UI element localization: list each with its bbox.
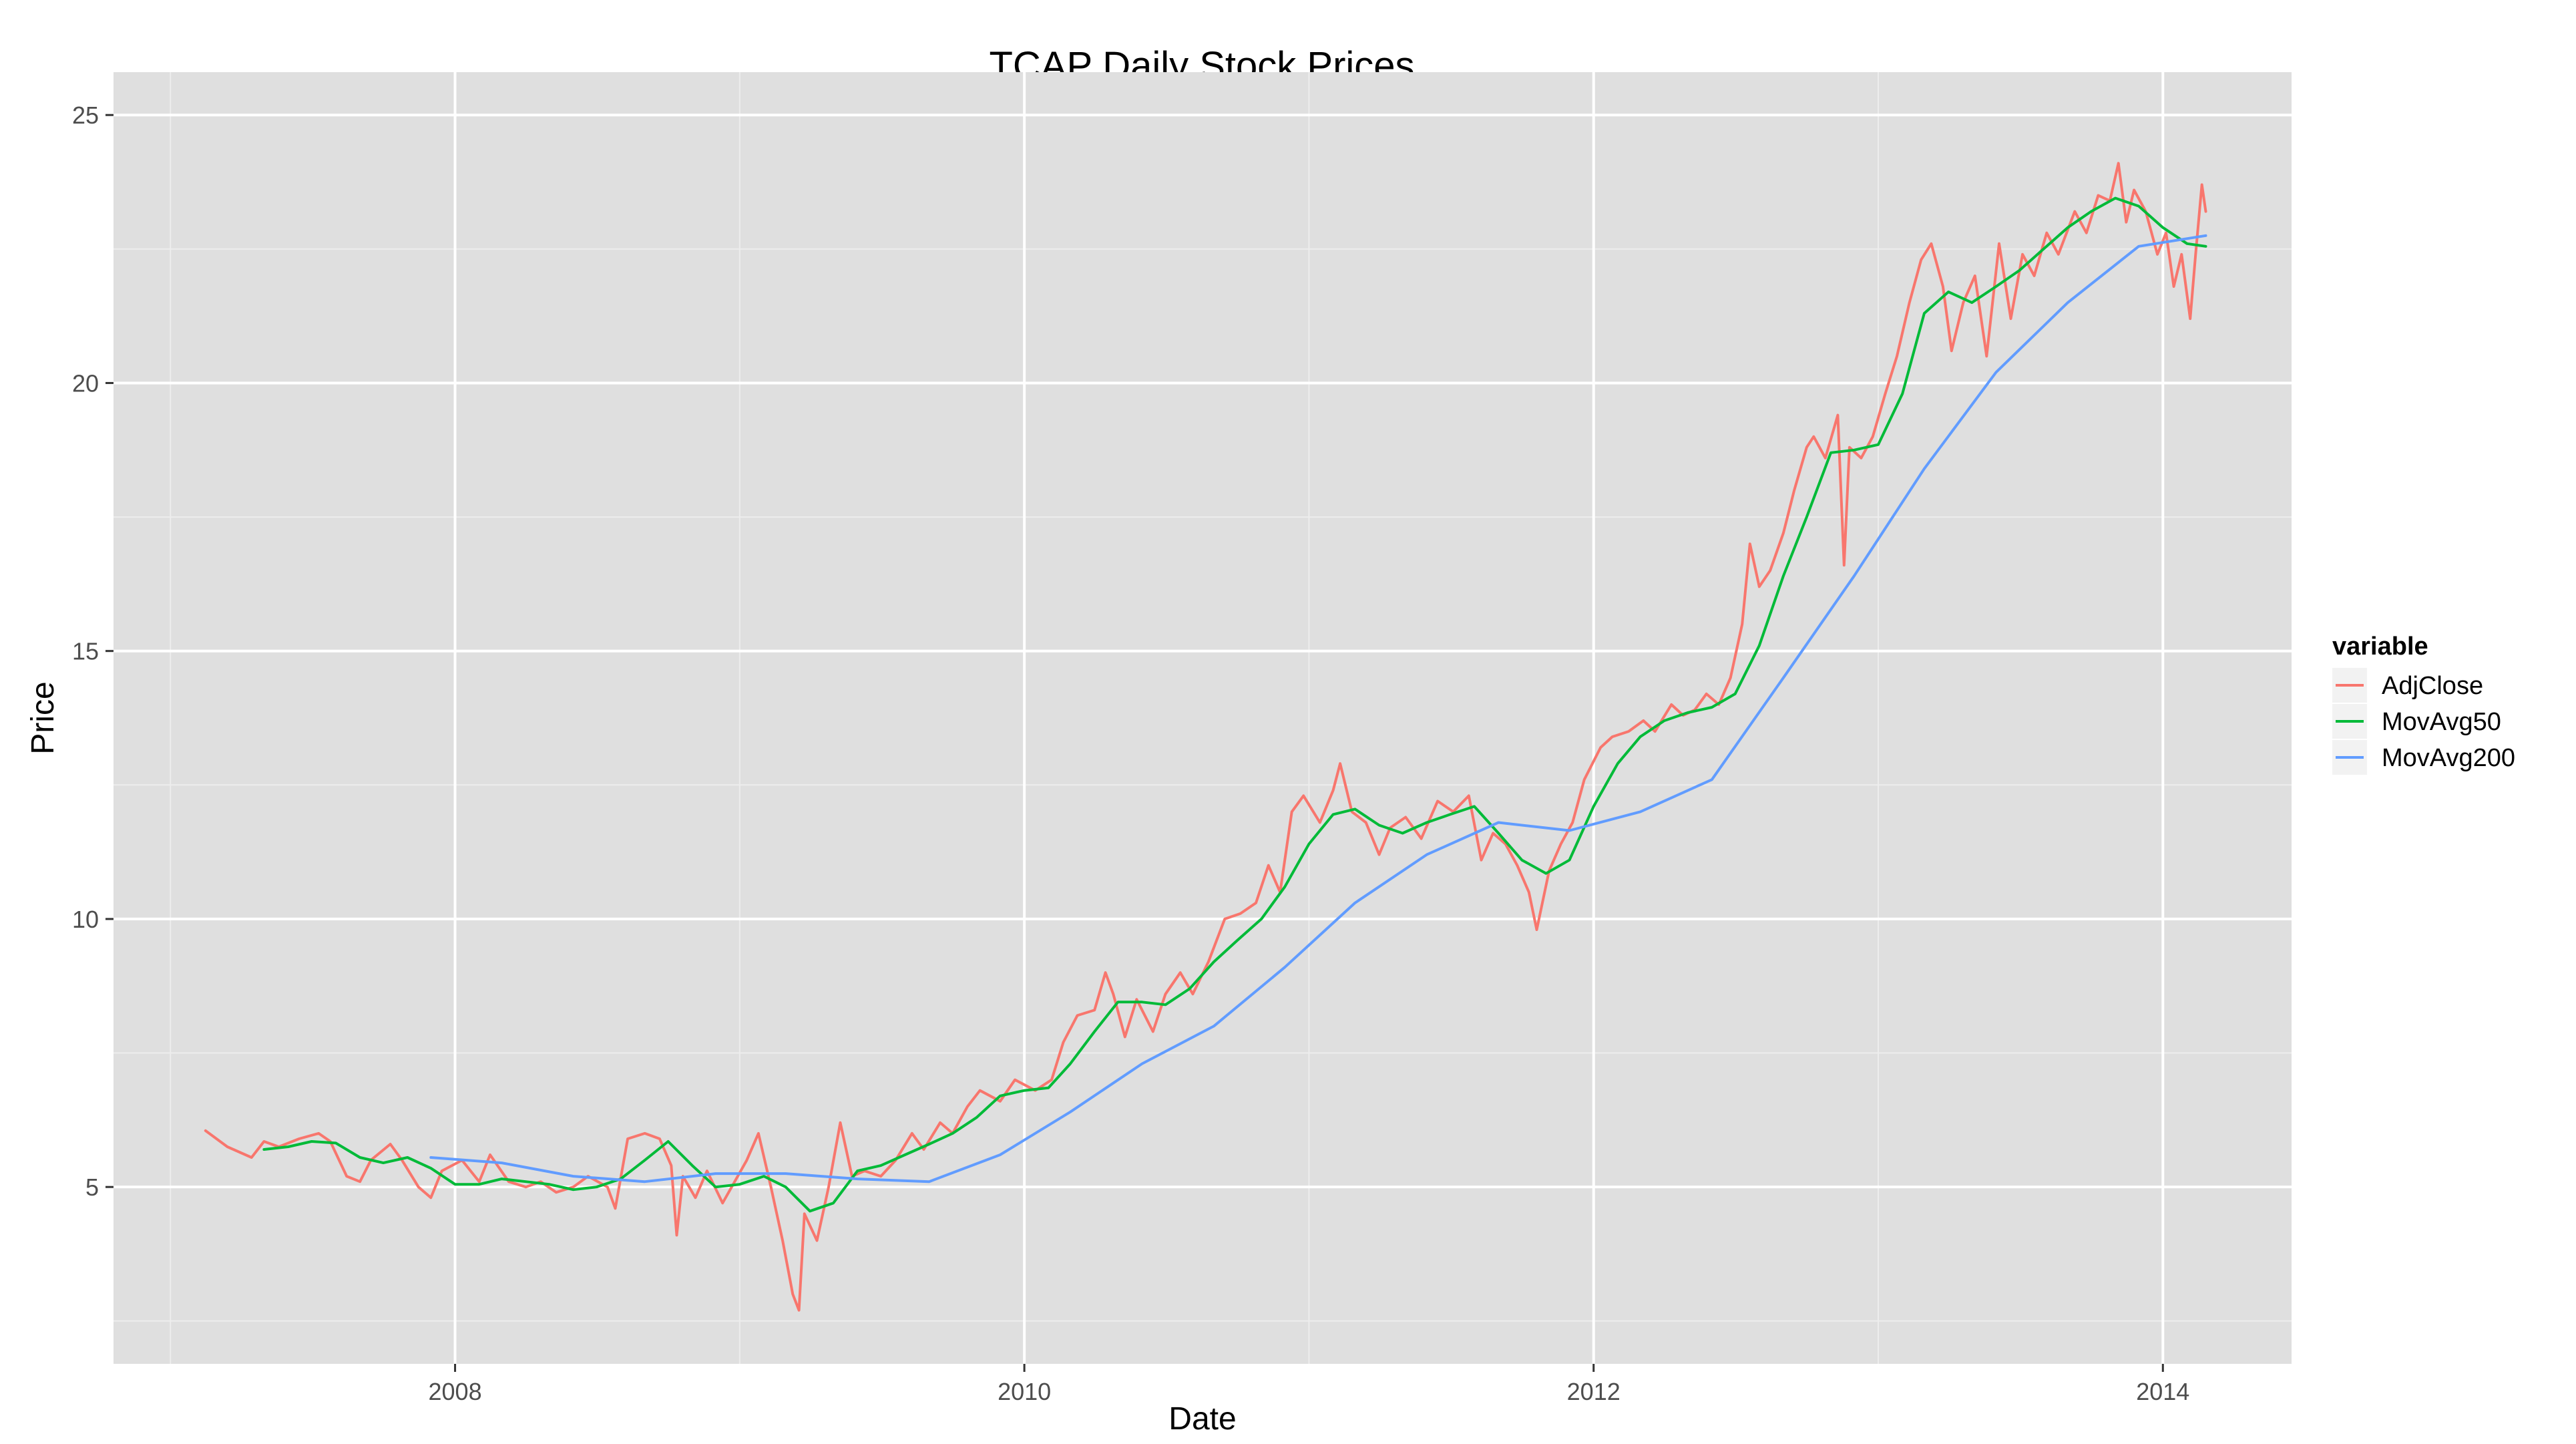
y-tick-label: 25	[72, 102, 99, 129]
legend-label: MovAvg50	[2382, 708, 2501, 736]
series-line-movavg50	[262, 196, 2207, 1213]
major-gridlines	[114, 72, 2292, 1364]
y-axis-title: Price	[25, 681, 61, 754]
x-axis-title: Date	[1168, 1401, 1236, 1437]
y-tick-label: 20	[72, 369, 99, 397]
legend: variable AdjClose MovAvg50 MovAvg200	[2332, 633, 2515, 775]
plot-background	[114, 72, 2292, 1364]
legend-title: variable	[2332, 633, 2428, 661]
x-tick-label: 2008	[429, 1378, 482, 1405]
y-tick-label: 15	[72, 638, 99, 665]
series-line-movavg200	[429, 234, 2207, 1184]
x-tick-label: 2012	[1567, 1378, 1621, 1405]
x-axis: 2008 2010 2012 2014	[429, 1364, 2189, 1405]
legend-label: AdjClose	[2382, 672, 2483, 700]
x-tick-label: 2010	[998, 1378, 1051, 1405]
legend-label: MovAvg200	[2382, 744, 2515, 772]
series-layer	[204, 162, 2207, 1312]
y-axis: 5 10 15 20 25	[72, 102, 114, 1201]
y-tick-label: 10	[72, 906, 99, 933]
legend-items: AdjClose MovAvg50 MovAvg200	[2332, 668, 2515, 775]
series-line-adjclose	[204, 162, 2207, 1312]
y-tick-label: 5	[85, 1174, 99, 1201]
x-tick-label: 2014	[2136, 1378, 2189, 1405]
